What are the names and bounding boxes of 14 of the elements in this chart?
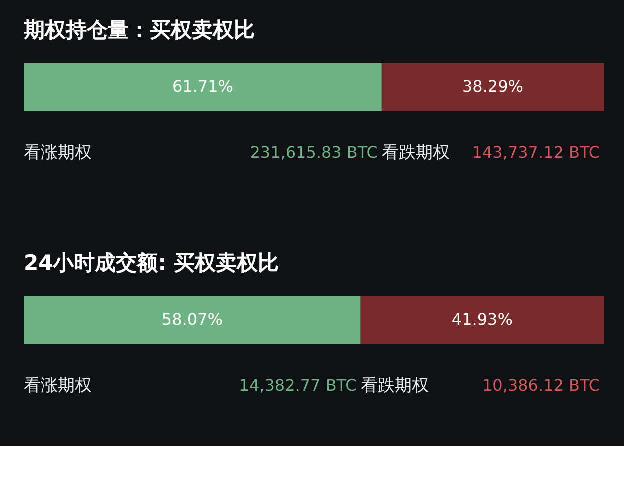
series-label: 看涨期权 [24,376,92,396]
chart-title: 期权持仓量：买权卖权比 [23,18,255,42]
text: 14,382.77 BTC [239,376,357,395]
series-label: 看跌期权 [360,376,429,396]
data-label: 61.71% [172,77,234,96]
text: 10,386.12 BTC [482,376,600,395]
data-label: 38.29% [462,77,524,96]
chart-title: 24小时成交额: 买权卖权比 [24,251,279,275]
series-label: 看跌期权 [382,143,450,163]
data-label: 58.07% [162,310,223,329]
data-label: 41.93% [452,310,513,329]
text: 143,737.12 BTC [472,143,600,162]
series-label: 看涨期权 [24,143,92,163]
text: 231,615.83 BTC [250,143,378,162]
